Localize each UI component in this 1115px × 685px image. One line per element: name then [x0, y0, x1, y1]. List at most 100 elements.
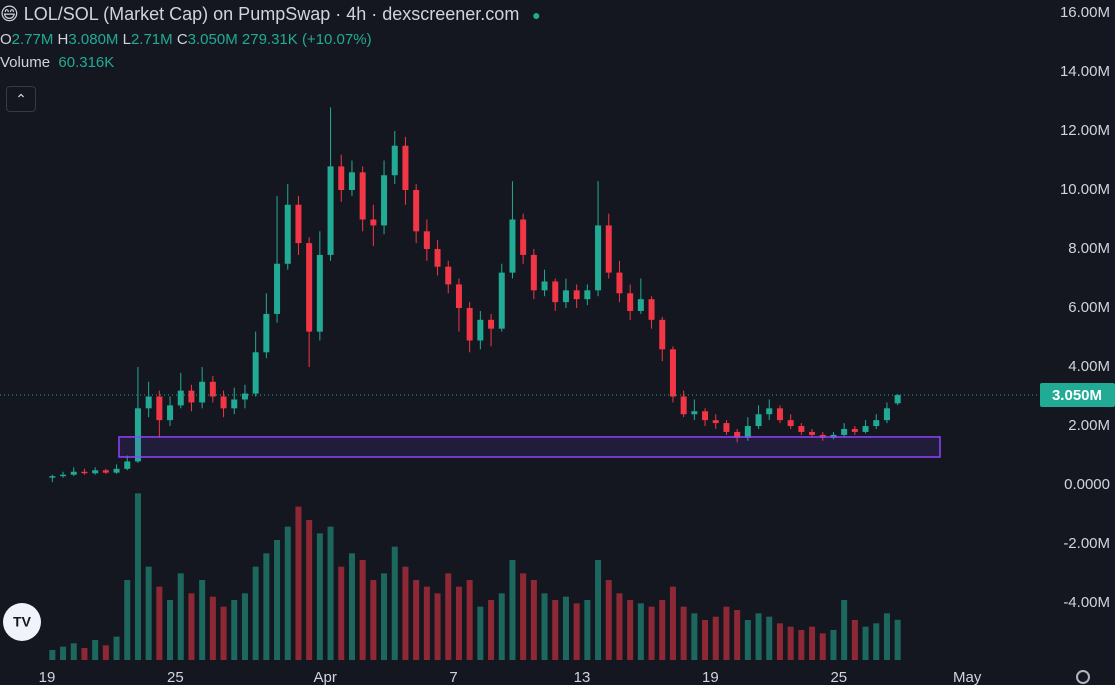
x-tick-label: Apr — [314, 669, 337, 685]
volume-bar — [488, 600, 495, 660]
candle-body — [648, 299, 655, 320]
c-label: C — [176, 31, 188, 48]
candle-body — [209, 381, 216, 397]
candle-body — [627, 293, 634, 311]
volume-bar — [60, 646, 67, 660]
x-tick-label: 19 — [702, 669, 719, 685]
candle-body — [338, 166, 345, 191]
candle-body — [616, 272, 623, 294]
volume-bar — [167, 600, 174, 660]
tv-logo[interactable] — [3, 603, 41, 641]
volume-bar — [734, 610, 741, 660]
candle-body — [124, 461, 131, 469]
candle-body — [477, 319, 484, 341]
candle-body — [595, 225, 602, 291]
candle-body — [712, 420, 719, 424]
volume-bar — [776, 623, 783, 660]
volume-bar — [455, 586, 462, 660]
volume-bar — [220, 606, 227, 660]
candle-body — [637, 299, 644, 311]
volume-bar — [263, 553, 270, 660]
volume-bar — [316, 533, 323, 660]
y-tick-label: 0.0000 — [1064, 476, 1110, 493]
x-tick-label: May — [953, 669, 982, 685]
volume-bar — [862, 626, 869, 660]
change: 279.31K (+10.07%) — [241, 31, 372, 48]
candle-body — [573, 290, 580, 300]
volume-bar — [509, 560, 516, 660]
candle-body — [199, 381, 206, 403]
volume-bar — [766, 616, 773, 660]
title-line: 😄 LOL/SOL (Market Cap) on PumpSwap · 4h … — [0, 4, 541, 24]
volume-bar — [830, 630, 837, 660]
candle-body — [680, 396, 687, 415]
candle-body — [113, 468, 120, 473]
candle-body — [562, 290, 569, 303]
l-label: L — [122, 31, 131, 48]
candle-body — [488, 319, 495, 329]
settings-icon[interactable] — [1076, 670, 1090, 684]
candle-body — [263, 313, 270, 353]
volume-bar — [691, 613, 698, 660]
candle-body — [691, 411, 698, 415]
header: 😄 LOL/SOL (Market Cap) on PumpSwap · 4h … — [0, 4, 541, 71]
volume-bar — [809, 626, 816, 660]
volume-line: Volume 60.316K — [0, 54, 541, 71]
zone-box — [118, 436, 941, 458]
title: LOL/SOL (Market Cap) on PumpSwap · 4h · … — [23, 4, 520, 24]
volume-bar — [562, 596, 569, 660]
volume-bar — [199, 580, 206, 660]
volume-bar — [723, 606, 730, 660]
candle-body — [552, 281, 559, 303]
candle-body — [669, 349, 676, 397]
candle-body — [49, 476, 56, 478]
candle-body — [787, 420, 794, 427]
candle-body — [284, 204, 291, 264]
volume-layer — [49, 493, 901, 660]
candle-body — [723, 423, 730, 432]
candle-body — [177, 390, 184, 406]
y-tick-label: -2.00M — [1063, 535, 1110, 552]
volume-label: Volume — [0, 54, 51, 71]
y-tick-label: 6.00M — [1068, 299, 1110, 316]
x-tick-label: 7 — [449, 669, 457, 685]
candle-body — [883, 408, 890, 421]
candle-body — [841, 428, 848, 435]
volume-bar — [873, 623, 880, 660]
y-tick-label: 2.00M — [1068, 417, 1110, 434]
candle-body — [873, 420, 880, 427]
h-value: 3.080M — [68, 31, 119, 48]
candle-body — [423, 231, 430, 250]
y-tick-label: 4.00M — [1068, 358, 1110, 375]
candle-body — [60, 474, 67, 477]
volume-bar — [659, 600, 666, 660]
candle-body — [102, 470, 109, 473]
volume-bar — [92, 640, 99, 660]
collapse-button[interactable]: ⌃ — [6, 86, 36, 112]
volume-bar — [113, 636, 120, 660]
x-tick-label: 19 — [39, 669, 56, 685]
y-tick-label: 16.00M — [1060, 4, 1110, 21]
candle-body — [862, 426, 869, 432]
candle-body — [734, 431, 741, 438]
volume-bar — [883, 613, 890, 660]
candle-body — [702, 411, 709, 421]
volume-bar — [177, 573, 184, 660]
volume-bar — [70, 643, 77, 660]
candle-body — [220, 396, 227, 409]
candle-body — [541, 281, 548, 291]
volume-bar — [348, 553, 355, 660]
candle-body — [295, 204, 302, 244]
volume-bar — [595, 560, 602, 660]
candle-body — [327, 166, 334, 255]
volume-bar — [498, 593, 505, 660]
volume-bar — [124, 580, 131, 660]
volume-bar — [423, 586, 430, 660]
volume-bar — [49, 650, 56, 660]
volume-bar — [520, 573, 527, 660]
candle-body — [381, 175, 388, 226]
volume-bar — [295, 506, 302, 660]
candle-body — [391, 145, 398, 176]
x-tick-label: 25 — [830, 669, 847, 685]
volume-bar — [445, 573, 452, 660]
